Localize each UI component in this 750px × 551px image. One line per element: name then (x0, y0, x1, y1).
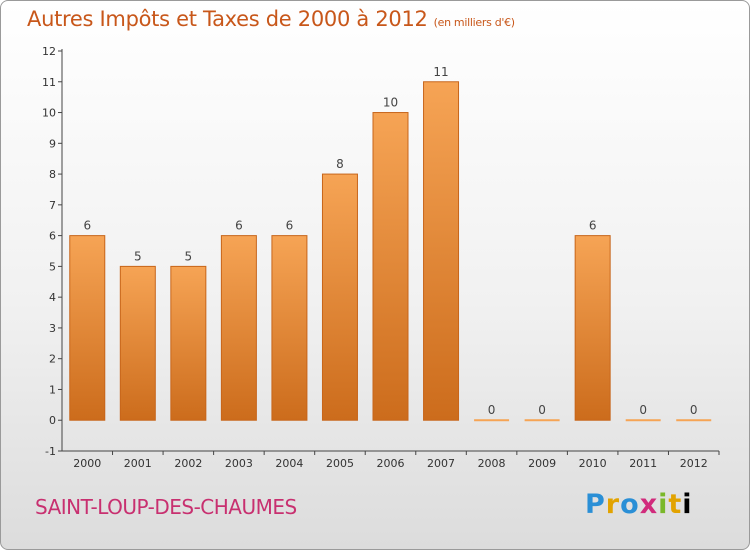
x-tick-label: 2003 (225, 457, 253, 470)
chart-title-text: Autres Impôts et Taxes de 2000 à 2012 (27, 7, 428, 31)
bar (625, 419, 661, 422)
data-label: 11 (433, 65, 448, 79)
data-label: 6 (286, 219, 294, 233)
data-label: 6 (235, 219, 243, 233)
logo-letter: i (658, 489, 669, 520)
y-tick-label: 8 (49, 168, 56, 181)
x-tick-label: 2009 (528, 457, 556, 470)
y-tick-label: 2 (49, 353, 56, 366)
bar (69, 235, 106, 421)
commune-name: SAINT-LOUP-DES-CHAUMES (35, 495, 297, 519)
bar (271, 235, 308, 421)
x-tick-label: 2010 (579, 457, 607, 470)
y-tick-label: 11 (42, 76, 56, 89)
x-tick-label: 2006 (377, 457, 405, 470)
y-tick-label: 9 (49, 137, 56, 150)
data-label: 0 (639, 403, 647, 417)
data-label: 0 (690, 403, 698, 417)
data-labels: 6 5 5 6 6 8 10 11 0 0 6 0 0 (83, 65, 697, 417)
x-tick-label: 2002 (174, 457, 202, 470)
x-tick-label: 2012 (680, 457, 708, 470)
bar (321, 173, 358, 421)
logo-letter: P (585, 489, 606, 520)
data-label: 10 (383, 96, 398, 110)
chart-subtitle: (en milliers d'€) (433, 16, 515, 29)
bar (220, 235, 257, 421)
bar (119, 265, 156, 421)
logo-letter: x (639, 489, 659, 520)
data-label: 6 (589, 219, 597, 233)
y-tick-label: 12 (42, 45, 56, 58)
data-label: 0 (538, 403, 546, 417)
logo-letter: r (605, 489, 621, 520)
data-label: 6 (83, 219, 91, 233)
x-tick-label: 2011 (629, 457, 657, 470)
y-tick-label: 10 (42, 107, 56, 120)
bar (574, 235, 611, 421)
bar (524, 419, 560, 422)
data-label: 5 (134, 249, 142, 263)
bar (474, 419, 510, 422)
logo-letter: o (620, 489, 640, 520)
proxiti-logo: Proxiti (585, 489, 693, 520)
x-tick-label: 2005 (326, 457, 354, 470)
y-tick-label: 7 (49, 199, 56, 212)
data-label: 0 (488, 403, 496, 417)
x-tick-label: 2008 (478, 457, 506, 470)
logo-letter: t (668, 489, 683, 520)
bars (69, 81, 712, 422)
bar (676, 419, 712, 422)
y-tick-label: 1 (49, 383, 56, 396)
y-tick-label: 6 (49, 230, 56, 243)
y-tick-label: 0 (49, 414, 56, 427)
bar (372, 112, 409, 421)
data-label: 8 (336, 157, 344, 171)
y-tick-label: 3 (49, 322, 56, 335)
y-tick-label: 5 (49, 260, 56, 273)
logo-letter: i (682, 489, 693, 520)
x-tick-label: 2001 (124, 457, 152, 470)
bar (423, 81, 460, 421)
bar (170, 265, 207, 421)
y-tick-label: 4 (49, 291, 56, 304)
chart-title: Autres Impôts et Taxes de 2000 à 2012 (en… (27, 7, 515, 31)
x-tick-label: 2000 (73, 457, 101, 470)
x-tick-label: 2004 (275, 457, 303, 470)
data-label: 5 (185, 249, 193, 263)
x-tick-label: 2007 (427, 457, 455, 470)
y-tick-label: -1 (45, 445, 56, 458)
